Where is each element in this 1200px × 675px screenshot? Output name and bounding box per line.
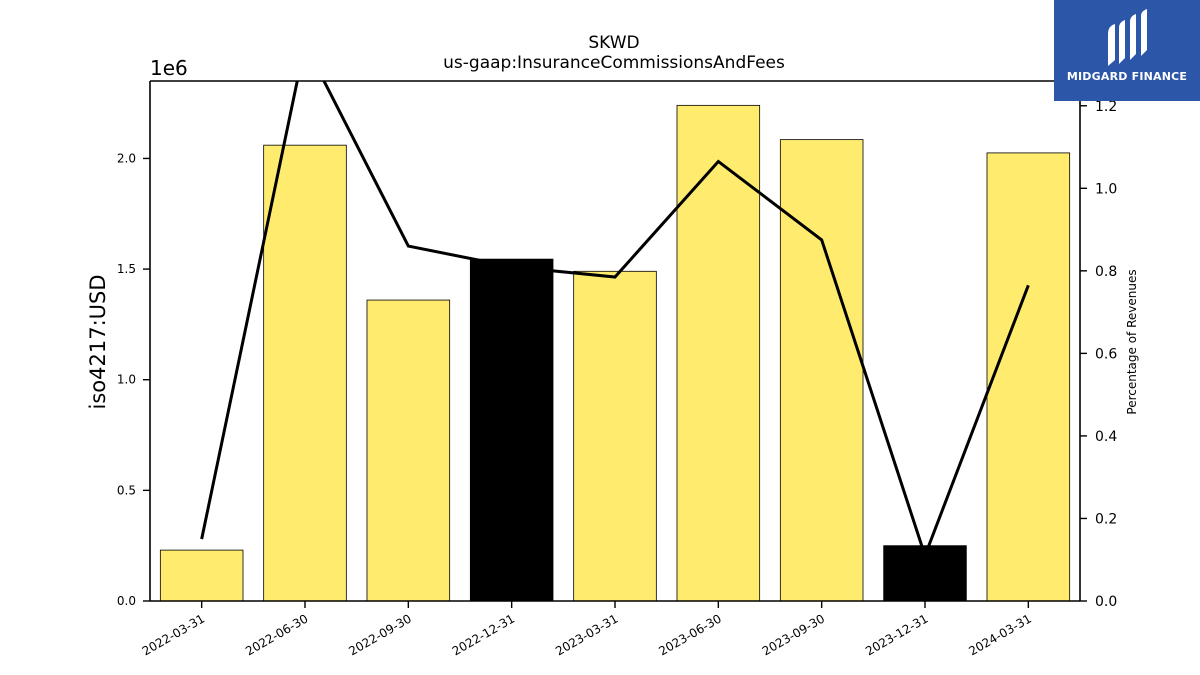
percentage-line (200, 81, 1030, 561)
bar-2023-03-31 (573, 270, 657, 602)
y2-axis-label: Percentage of Revenues (1125, 269, 1139, 414)
y-tick-label: 0.0 (117, 594, 136, 608)
y2-tick-label: 0.6 (1095, 346, 1117, 362)
x-tick-label: 2023-12-31 (863, 611, 930, 658)
logo-text: MIDGARD FINANCE (1066, 70, 1188, 83)
bar-2022-09-30 (366, 299, 451, 602)
y2-tick-label: 0.2 (1095, 511, 1117, 527)
logo-mark-icon (1108, 9, 1147, 66)
x-tick-label: 2022-06-30 (243, 611, 310, 658)
chart-title: SKWD (588, 33, 639, 53)
y-ticks: 0.0 0.5 1.0 1.5 2.0 (117, 151, 150, 608)
bar-2024-03-31 (986, 152, 1071, 602)
bar-2023-09-30 (779, 139, 864, 602)
x-tick-label: 2023-06-30 (656, 611, 723, 658)
x-tick-label: 2023-03-31 (553, 611, 620, 658)
bar-2022-03-31 (159, 549, 244, 602)
y-tick-label: 1.0 (117, 373, 136, 387)
bar-2023-06-30 (676, 104, 761, 602)
y2-tick-label: 0.8 (1095, 264, 1117, 280)
x-tick-label: 2022-12-31 (450, 611, 517, 658)
x-tick-label: 2024-03-31 (966, 611, 1033, 658)
y2-tick-label: 0.4 (1095, 429, 1117, 445)
midgard-finance-logo: MIDGARD FINANCE (1054, 0, 1200, 101)
x-ticks: 2022-03-31 2022-06-30 2022-09-30 2022-12-31… (140, 601, 1034, 658)
y-tick-label: 1.5 (117, 262, 136, 276)
y2-tick-label: 0.0 (1095, 594, 1117, 610)
y2-tick-label: 1.0 (1095, 181, 1117, 197)
x-tick-label: 2023-09-30 (760, 611, 827, 658)
chart-subtitle: us-gaap:InsuranceCommissionsAndFees (443, 53, 785, 73)
y-tick-label: 2.0 (117, 151, 136, 165)
y-offset-label: 1e6 (150, 56, 188, 80)
x-tick-label: 2022-03-31 (140, 611, 207, 658)
x-tick-label: 2022-09-30 (346, 611, 413, 658)
bar-2022-12-31 (469, 258, 554, 602)
bars-layer (159, 104, 1071, 602)
bar-2022-06-30 (263, 144, 347, 602)
y2-tick-label: 1.2 (1095, 99, 1117, 115)
y-axis-label: iso4217:USD (86, 274, 110, 409)
y-tick-label: 0.5 (117, 483, 136, 497)
y2-ticks: 0.0 0.2 0.4 0.6 0.8 1.0 1.2 (1080, 99, 1117, 610)
line-layer (200, 81, 1030, 561)
